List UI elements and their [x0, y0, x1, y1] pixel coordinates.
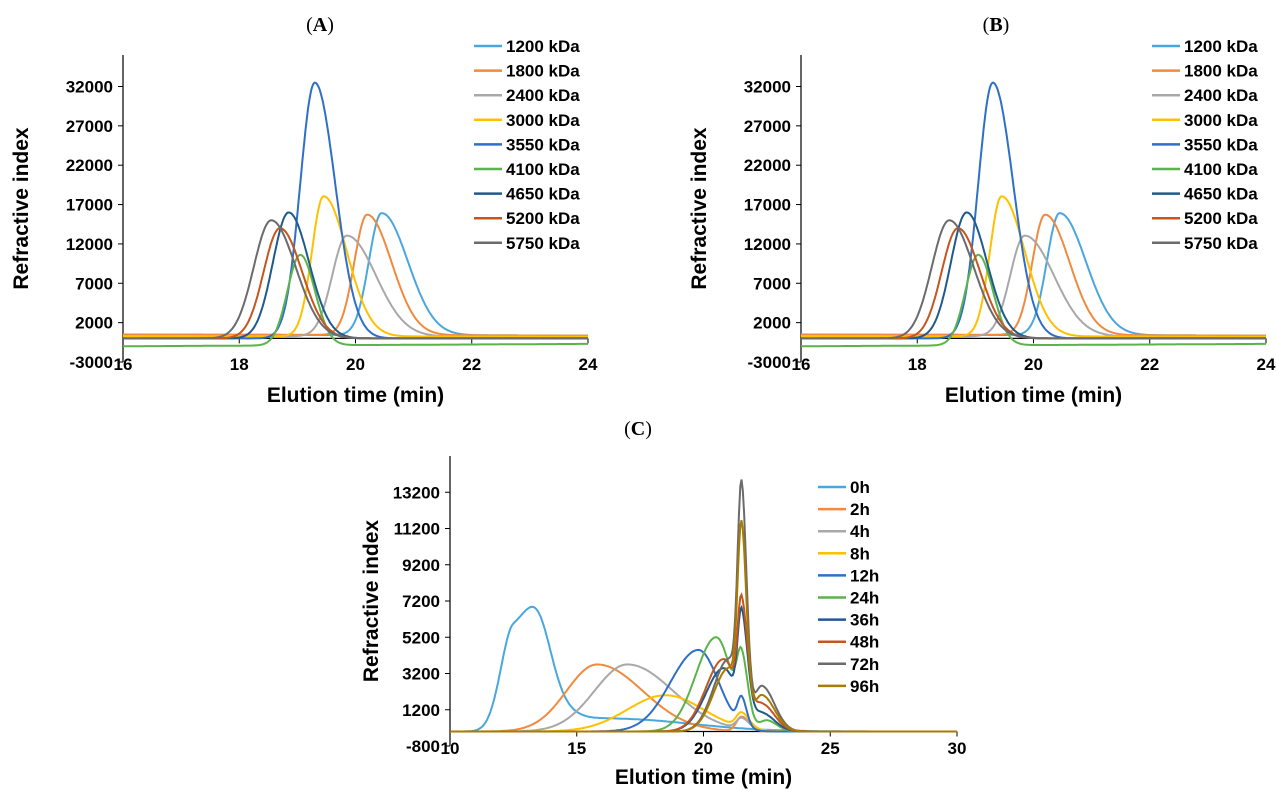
series-line-48h: [450, 592, 957, 733]
legend-label: 5200 kDa: [1184, 209, 1258, 228]
legend-label: 4650 kDa: [1184, 185, 1258, 204]
legend-label: 2400 kDa: [506, 86, 580, 105]
legend-label: 3550 kDa: [1184, 135, 1258, 154]
x-tick-label: 22: [462, 355, 481, 374]
legend-label: 72h: [850, 655, 879, 674]
x-tick-label: 18: [230, 355, 249, 374]
legend-label: 96h: [850, 677, 879, 696]
legend-label: 2400 kDa: [1184, 86, 1258, 105]
chart-panel-a: -3000 2000 7000 12000 17000 22000 27000 32000 16…: [10, 37, 598, 407]
y-tick-label: 12000: [66, 235, 113, 254]
legend-label: 1800 kDa: [506, 62, 580, 81]
series-line-4100-kda: [123, 253, 588, 348]
legend-label: 0h: [850, 478, 870, 497]
chart-panel-c: -800 1200 3200 5200 7200 9200 11200 13200 10 15 20…: [360, 456, 966, 789]
legend-label: 4100 kDa: [1184, 160, 1258, 179]
legend-label: 8h: [850, 544, 870, 563]
x-tick-label: 25: [821, 739, 840, 758]
y-tick-label: 13200: [393, 483, 440, 502]
panel-label-a: (A): [306, 14, 334, 36]
x-tick-label: 20: [694, 739, 713, 758]
legend-label: 1800 kDa: [1184, 62, 1258, 81]
x-tick-label: 20: [1024, 355, 1043, 374]
legend-label: 3000 kDa: [1184, 111, 1258, 130]
legend-label: 4650 kDa: [506, 185, 580, 204]
series-line-96h: [450, 519, 957, 733]
y-tick-label: 7000: [75, 274, 113, 293]
legend-label: 1200 kDa: [1184, 37, 1258, 56]
x-axis-title: Elution time (min): [615, 766, 792, 789]
series-line-1800-kda: [122, 213, 588, 337]
x-axis-title: Elution time (min): [267, 384, 444, 407]
y-tick-label: 9200: [402, 556, 440, 575]
y-tick-label: 7000: [753, 274, 791, 293]
series-line-3000-kda: [123, 195, 588, 338]
y-axis-title: Refractive index: [688, 127, 711, 290]
x-axis-title: Elution time (min): [945, 384, 1122, 407]
legend-label: 5200 kDa: [506, 209, 580, 228]
x-tick-label: 18: [908, 355, 927, 374]
y-tick-label: -800: [406, 737, 440, 756]
y-tick-label: 22000: [744, 156, 791, 175]
x-tick-label: 22: [1140, 355, 1159, 374]
y-tick-label: 3200: [402, 665, 440, 684]
x-tick-label: 10: [441, 739, 460, 758]
x-tick-label: 15: [567, 739, 586, 758]
y-tick-label: 17000: [66, 196, 113, 215]
legend-label: 12h: [850, 566, 879, 585]
y-tick-label: 11200: [394, 520, 440, 539]
series-line-5750-kda: [801, 219, 1266, 340]
y-tick-label: 2000: [75, 314, 113, 333]
series-line-1200-kda: [800, 212, 1266, 337]
legend-label: 2h: [850, 500, 870, 519]
x-tick-label: 24: [579, 355, 598, 374]
panel-label-c: (C): [624, 418, 652, 440]
chart-panel-b: -3000 2000 7000 12000 17000 22000 27000 32000 16…: [688, 37, 1276, 407]
y-axis-title: Refractive index: [360, 520, 383, 683]
y-tick-label: 27000: [744, 117, 791, 136]
series-line-12h: [450, 648, 957, 733]
y-tick-label: 2000: [753, 314, 791, 333]
y-tick-label: 27000: [66, 117, 113, 136]
series-line-5750-kda: [123, 219, 588, 340]
y-tick-label: 17000: [744, 196, 791, 215]
y-tick-label: 32000: [66, 77, 113, 96]
x-tick-label: 30: [948, 739, 967, 758]
panel-label-b: (B): [982, 14, 1010, 36]
legend-label: 3000 kDa: [506, 111, 580, 130]
series-line-3000-kda: [801, 195, 1266, 338]
y-tick-label: 5200: [402, 628, 440, 647]
y-tick-label: 12000: [744, 235, 791, 254]
y-tick-label: -3000: [70, 353, 113, 372]
x-tick-label: 20: [346, 355, 365, 374]
x-tick-label: 24: [1257, 355, 1276, 374]
y-tick-label: -3000: [748, 353, 791, 372]
y-tick-label: 1200: [402, 701, 440, 720]
x-tick-label: 16: [792, 355, 811, 374]
legend-label: 5750 kDa: [506, 234, 580, 253]
x-tick-label: 16: [114, 355, 133, 374]
y-tick-label: 22000: [66, 156, 113, 175]
series-line-1800-kda: [800, 213, 1266, 337]
legend-label: 4100 kDa: [506, 160, 580, 179]
series-line-1200-kda: [122, 212, 588, 337]
y-axis-title: Refractive index: [10, 127, 33, 290]
legend-label: 36h: [850, 611, 879, 630]
legend-label: 24h: [850, 589, 879, 608]
series-line-4100-kda: [801, 253, 1266, 348]
legend-label: 3550 kDa: [506, 135, 580, 154]
legend-label: 4h: [850, 522, 870, 541]
y-tick-label: 32000: [744, 77, 791, 96]
legend-label: 5750 kDa: [1184, 234, 1258, 253]
y-tick-label: 7200: [402, 592, 440, 611]
legend-label: 48h: [850, 633, 879, 652]
legend-label: 1200 kDa: [506, 37, 580, 56]
